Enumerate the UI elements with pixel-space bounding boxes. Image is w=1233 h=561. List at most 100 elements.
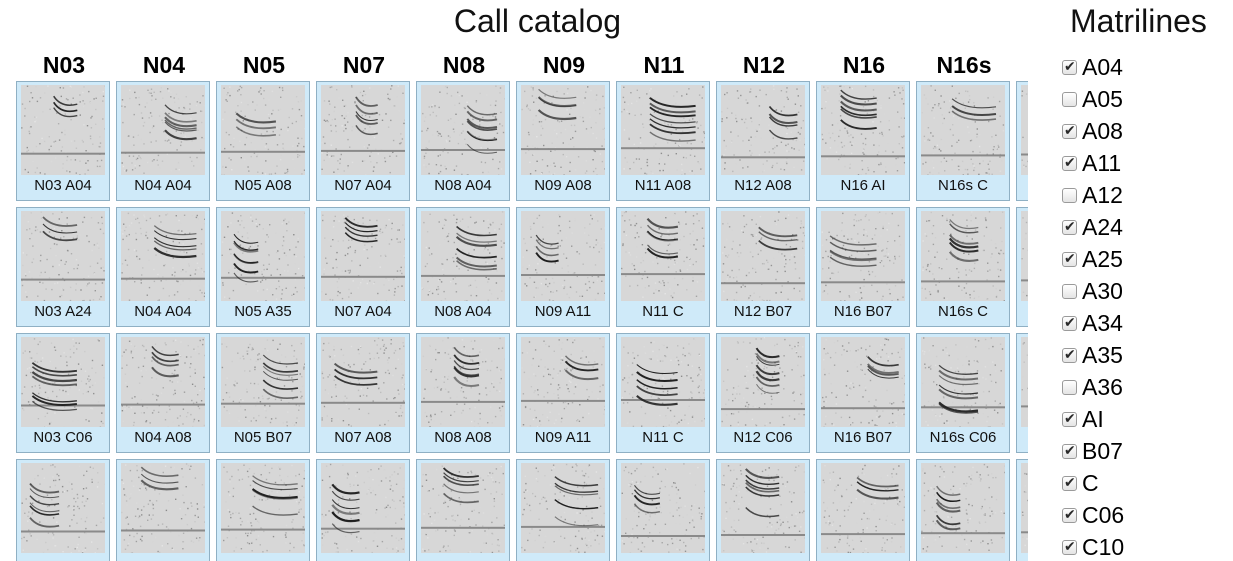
matriline-checkbox[interactable]: ✔ xyxy=(1062,123,1077,139)
matriline-label: A36 xyxy=(1082,374,1123,400)
spectrogram-image xyxy=(621,85,705,175)
call-cell[interactable]: N07 A04 xyxy=(316,207,410,327)
matriline-label: A11 xyxy=(1082,150,1122,176)
spectrogram-image xyxy=(821,211,905,301)
call-cell[interactable] xyxy=(816,459,910,561)
matriline-checkbox[interactable]: ✔ xyxy=(1062,155,1077,171)
call-cell[interactable] xyxy=(716,459,810,561)
call-cell[interactable] xyxy=(616,459,710,561)
call-cell[interactable] xyxy=(1016,459,1028,561)
call-cell[interactable]: N07 A04 xyxy=(316,81,410,201)
call-cell[interactable]: N05 B07 xyxy=(216,333,310,453)
matriline-checkbox[interactable]: ✔ xyxy=(1062,443,1077,459)
matriline-checkbox[interactable]: ✔ xyxy=(1062,475,1077,491)
matriline-checkbox[interactable] xyxy=(1062,92,1077,107)
spectrogram-image xyxy=(721,211,805,301)
check-icon: ✔ xyxy=(1064,507,1076,523)
call-label: N16 B07 xyxy=(833,303,893,320)
call-cell[interactable] xyxy=(916,459,1010,561)
call-cell[interactable] xyxy=(416,459,510,561)
call-cell[interactable]: N12 A08 xyxy=(716,81,810,201)
call-cell[interactable]: N16 B07 xyxy=(816,333,910,453)
call-cell[interactable]: N05 A08 xyxy=(216,81,310,201)
spectrogram-image xyxy=(221,463,305,553)
call-cell[interactable]: N16s C xyxy=(916,207,1010,327)
call-cell[interactable]: N16 B07 xyxy=(816,207,910,327)
call-cell[interactable]: N12 B07 xyxy=(716,207,810,327)
call-cell[interactable]: N08 A04 xyxy=(416,207,510,327)
call-cell[interactable] xyxy=(16,459,110,561)
call-cell[interactable] xyxy=(1016,333,1028,453)
call-cell[interactable] xyxy=(216,459,310,561)
catalog-title: Call catalog xyxy=(453,3,622,39)
call-cell[interactable]: N09 A08 xyxy=(516,81,610,201)
matriline-label: A35 xyxy=(1082,342,1123,368)
spectrogram-image xyxy=(621,211,705,301)
column-header-n09: N09 xyxy=(542,52,586,78)
spectrogram-image xyxy=(821,337,905,427)
matriline-label: A25 xyxy=(1082,246,1123,272)
spectrogram-image xyxy=(21,211,105,301)
call-cell[interactable]: N09 A11 xyxy=(516,207,610,327)
call-cell[interactable]: N16s C xyxy=(916,81,1010,201)
call-cell[interactable]: N08 A08 xyxy=(416,333,510,453)
call-cell[interactable]: N11 A08 xyxy=(616,81,710,201)
call-label: N08 A08 xyxy=(434,429,492,446)
check-icon: ✔ xyxy=(1064,59,1076,75)
call-cell[interactable]: N12 C06 xyxy=(716,333,810,453)
call-cell[interactable]: N03 A04 xyxy=(16,81,110,201)
call-label: N12 A08 xyxy=(734,177,792,194)
call-cell[interactable]: N04 A08 xyxy=(116,333,210,453)
call-label: N16 B07 xyxy=(833,429,893,446)
column-header-n07: N07 xyxy=(342,52,386,78)
call-cell[interactable] xyxy=(316,459,410,561)
column-header-n08: N08 xyxy=(442,52,486,78)
matriline-label: A04 xyxy=(1082,54,1123,80)
call-cell[interactable]: N08 A04 xyxy=(416,81,510,201)
call-label: N16s C xyxy=(937,177,989,194)
call-cell[interactable] xyxy=(1016,207,1028,327)
matriline-checkbox[interactable] xyxy=(1062,284,1077,299)
spectrogram-image xyxy=(1021,211,1028,301)
call-cell[interactable] xyxy=(1016,81,1028,201)
call-label: N08 A04 xyxy=(434,303,492,320)
matriline-checkbox[interactable] xyxy=(1062,188,1077,203)
matriline-checkbox[interactable]: ✔ xyxy=(1062,347,1077,363)
matriline-checkbox[interactable]: ✔ xyxy=(1062,219,1077,235)
call-cell[interactable]: N09 A11 xyxy=(516,333,610,453)
check-icon: ✔ xyxy=(1064,219,1076,235)
call-cell[interactable]: N03 A24 xyxy=(16,207,110,327)
matriline-checkbox[interactable]: ✔ xyxy=(1062,315,1077,331)
call-label: N04 A04 xyxy=(134,177,192,194)
call-cell[interactable]: N03 C06 xyxy=(16,333,110,453)
matriline-checkbox[interactable]: ✔ xyxy=(1062,251,1077,267)
call-cell[interactable]: N11 C xyxy=(616,207,710,327)
matriline-checkbox[interactable]: ✔ xyxy=(1062,59,1077,75)
spectrogram-image xyxy=(1021,337,1028,427)
spectrogram-image xyxy=(121,337,205,427)
call-label: N07 A04 xyxy=(334,177,392,194)
call-cell[interactable]: N16s C06 xyxy=(916,333,1010,453)
call-cell[interactable]: N07 A08 xyxy=(316,333,410,453)
matriline-checkbox[interactable]: ✔ xyxy=(1062,507,1077,523)
call-cell[interactable] xyxy=(116,459,210,561)
call-cell[interactable]: N04 A04 xyxy=(116,207,210,327)
call-cell[interactable]: N05 A35 xyxy=(216,207,310,327)
call-cell[interactable] xyxy=(516,459,610,561)
spectrogram-image xyxy=(321,337,405,427)
call-label: N16s C xyxy=(937,303,989,320)
spectrogram-image xyxy=(21,85,105,175)
matriline-checkbox[interactable]: ✔ xyxy=(1062,411,1077,427)
matriline-checkbox[interactable]: ✔ xyxy=(1062,539,1077,555)
call-label: N03 C06 xyxy=(33,429,93,446)
call-label: N03 A24 xyxy=(34,303,92,320)
call-cell[interactable]: N11 C xyxy=(616,333,710,453)
spectrogram-image xyxy=(121,211,205,301)
spectrogram-image xyxy=(621,337,705,427)
call-cell[interactable]: N16 AI xyxy=(816,81,910,201)
matriline-checkbox[interactable] xyxy=(1062,380,1077,395)
matriline-label: A30 xyxy=(1082,278,1123,304)
spectrogram-image xyxy=(521,337,605,427)
call-cell[interactable]: N04 A04 xyxy=(116,81,210,201)
call-label: N04 A04 xyxy=(134,303,192,320)
